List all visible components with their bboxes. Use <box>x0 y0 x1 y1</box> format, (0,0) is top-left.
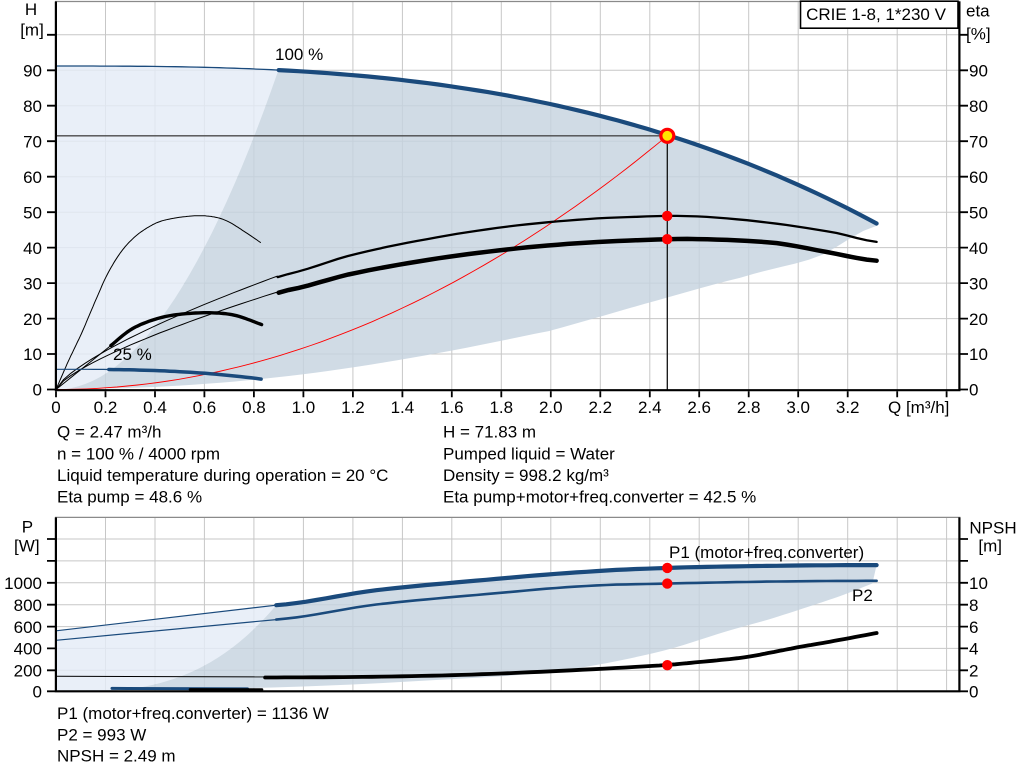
svg-text:0.4: 0.4 <box>143 398 167 417</box>
svg-text:0.6: 0.6 <box>193 398 217 417</box>
svg-text:1.8: 1.8 <box>489 398 513 417</box>
svg-text:50: 50 <box>969 203 988 222</box>
svg-text:[m]: [m] <box>978 537 1002 556</box>
svg-text:Q = 2.47 m³/h: Q = 2.47 m³/h <box>57 423 161 442</box>
svg-text:P1 (motor+freq.converter): P1 (motor+freq.converter) <box>669 543 864 562</box>
svg-text:[m]: [m] <box>20 21 44 40</box>
svg-text:eta: eta <box>966 2 990 21</box>
svg-text:Liquid temperature during oper: Liquid temperature during operation = 20… <box>57 466 388 485</box>
svg-text:n = 100 % / 4000 rpm: n = 100 % / 4000 rpm <box>57 444 220 463</box>
svg-text:0: 0 <box>969 381 978 400</box>
svg-text:Eta pump+motor+freq.converter: Eta pump+motor+freq.converter = 42.5 % <box>443 488 756 507</box>
svg-text:90: 90 <box>23 62 42 81</box>
svg-text:8: 8 <box>969 596 978 615</box>
svg-text:50: 50 <box>23 203 42 222</box>
svg-text:30: 30 <box>23 274 42 293</box>
svg-text:3.2: 3.2 <box>836 398 860 417</box>
svg-text:NPSH: NPSH <box>969 519 1016 538</box>
svg-text:CRIE 1-8, 1*230 V: CRIE 1-8, 1*230 V <box>806 5 947 24</box>
svg-text:0: 0 <box>33 683 42 702</box>
svg-text:2.2: 2.2 <box>588 398 612 417</box>
svg-text:1.2: 1.2 <box>341 398 365 417</box>
svg-text:80: 80 <box>23 97 42 116</box>
svg-text:1.4: 1.4 <box>391 398 415 417</box>
svg-text:2.6: 2.6 <box>687 398 711 417</box>
svg-text:2.0: 2.0 <box>539 398 563 417</box>
svg-text:70: 70 <box>969 132 988 151</box>
svg-text:100 %: 100 % <box>275 45 323 64</box>
svg-text:40: 40 <box>23 239 42 258</box>
svg-text:60: 60 <box>23 168 42 187</box>
svg-text:4: 4 <box>969 640 978 659</box>
svg-text:400: 400 <box>14 640 42 659</box>
svg-text:2: 2 <box>969 662 978 681</box>
svg-text:10: 10 <box>23 345 42 364</box>
svg-text:70: 70 <box>23 132 42 151</box>
svg-text:800: 800 <box>14 596 42 615</box>
svg-text:40: 40 <box>969 239 988 258</box>
svg-text:P2: P2 <box>852 586 873 605</box>
svg-text:Q [m³/h]: Q [m³/h] <box>888 398 949 417</box>
svg-text:P2 = 993 W: P2 = 993 W <box>57 725 146 744</box>
svg-text:H = 71.83 m: H = 71.83 m <box>443 423 536 442</box>
svg-text:Pumped liquid = Water: Pumped liquid = Water <box>443 444 615 463</box>
svg-text:0.8: 0.8 <box>242 398 266 417</box>
svg-text:600: 600 <box>14 618 42 637</box>
svg-text:10: 10 <box>969 345 988 364</box>
svg-text:60: 60 <box>969 168 988 187</box>
svg-text:1000: 1000 <box>4 574 42 593</box>
svg-text:6: 6 <box>969 618 978 637</box>
svg-text:0: 0 <box>33 381 42 400</box>
svg-text:0: 0 <box>969 683 978 702</box>
svg-text:2.4: 2.4 <box>638 398 662 417</box>
svg-text:200: 200 <box>14 662 42 681</box>
svg-text:P1 (motor+freq.converter) = 11: P1 (motor+freq.converter) = 1136 W <box>57 704 329 723</box>
svg-text:H: H <box>25 0 37 19</box>
svg-text:0: 0 <box>51 398 60 417</box>
svg-text:[W]: [W] <box>14 536 40 555</box>
svg-text:0.2: 0.2 <box>94 398 118 417</box>
svg-text:1.6: 1.6 <box>440 398 464 417</box>
svg-text:NPSH = 2.49 m: NPSH = 2.49 m <box>57 747 176 766</box>
svg-text:P: P <box>22 518 33 537</box>
svg-text:3.0: 3.0 <box>786 398 810 417</box>
svg-text:30: 30 <box>969 274 988 293</box>
svg-text:20: 20 <box>969 310 988 329</box>
svg-text:25 %: 25 % <box>113 345 152 364</box>
svg-text:Density = 998.2 kg/m³: Density = 998.2 kg/m³ <box>443 466 609 485</box>
svg-text:Eta pump = 48.6 %: Eta pump = 48.6 % <box>57 488 202 507</box>
svg-text:80: 80 <box>969 97 988 116</box>
svg-text:[%]: [%] <box>966 25 991 44</box>
svg-text:2.8: 2.8 <box>737 398 761 417</box>
svg-text:20: 20 <box>23 310 42 329</box>
svg-text:90: 90 <box>969 62 988 81</box>
svg-text:10: 10 <box>969 574 988 593</box>
svg-text:1.0: 1.0 <box>292 398 316 417</box>
